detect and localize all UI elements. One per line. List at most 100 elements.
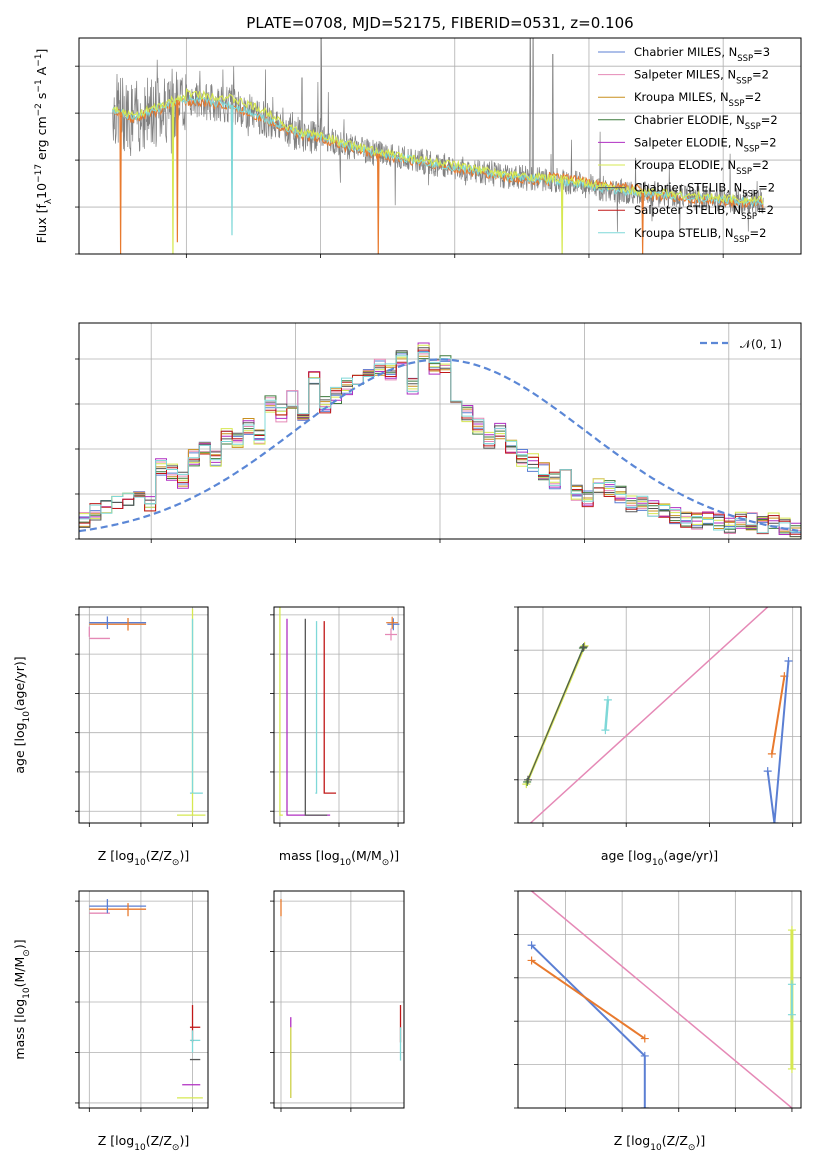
data-point: [523, 777, 532, 786]
legend-entry: Salpeter MILES, NSSP=2: [634, 68, 769, 87]
absorption-feature: [119, 112, 122, 254]
y-axis-label-part: 10: [34, 183, 49, 199]
y-axis-label-part: −1: [34, 79, 44, 92]
x-axis-label: mass [log10(M/M⊙)]: [279, 848, 399, 868]
data-point: [787, 1010, 796, 1019]
y-axis-label-part: )]: [12, 939, 27, 949]
panels: Flux [fλ10−17 erg cm−2 s−1 A−1] Chabrier …: [12, 37, 802, 1153]
legend-entry: Chabrier ELODIE, NSSP=2: [634, 113, 778, 132]
grid: [274, 607, 404, 823]
x-axis-label-part: )]: [179, 848, 189, 863]
x-axis-label-part: Z [log: [98, 848, 134, 863]
legend-suffix: =2: [760, 135, 777, 149]
grid: [518, 606, 801, 824]
weight-line: [531, 959, 646, 1040]
x-axis-label-part: ⊙: [172, 858, 180, 868]
x-axis-label-part: )]: [695, 1133, 705, 1148]
grid: [79, 607, 208, 823]
panel-massweight-vs-Z: Z [log10(Z/Z⊙)]: [514, 890, 802, 1153]
model-spectrum: [112, 87, 764, 205]
grid: [79, 891, 208, 1108]
legend-entry: Salpeter STELIB, NSSP=2: [634, 203, 774, 222]
grid: [518, 890, 801, 1109]
legend-subscript: SSP: [729, 99, 745, 109]
panel-mass-vs-ebv: [270, 890, 405, 1112]
legend-label: Salpeter STELIB, N: [634, 203, 741, 217]
data-point: [601, 726, 610, 735]
legend-suffix: =2: [761, 113, 778, 127]
legend-entry: Kroupa MILES, NSSP=2: [634, 90, 761, 109]
x-axis-label-part: ⊙: [688, 1143, 696, 1153]
data-point: [640, 1034, 649, 1043]
x-axis-label-part: )]: [179, 1133, 189, 1148]
x-axis-label-part: )]: [389, 848, 399, 863]
legend-subscript: SSP: [744, 144, 760, 154]
data-point: [580, 641, 589, 650]
legend-entry: Chabrier STELIB, NSSP=2: [634, 181, 775, 200]
x-axis-label-part: (M/M: [351, 848, 382, 863]
legend-suffix: =2: [752, 68, 769, 82]
x-axis-label: Z [log10(Z/Z⊙)]: [98, 848, 189, 868]
legend-suffix: =2: [757, 203, 774, 217]
panel-spectrum: Flux [fλ10−17 erg cm−2 s−1 A−1] Chabrier …: [34, 37, 802, 258]
x-axis-label-part: 10: [134, 858, 146, 868]
x-axis-label-part: ⊙: [382, 858, 390, 868]
grid: [274, 891, 404, 1108]
legend-label: Kroupa STELIB, N: [634, 226, 734, 240]
data-point: [770, 819, 779, 823]
absorption-feature: [176, 100, 179, 243]
y-axis-label-part: ]: [34, 49, 49, 54]
axes-frame: [78, 890, 209, 1109]
y-axis-label-part: λ: [44, 198, 54, 204]
data-point: [640, 1104, 649, 1108]
y-axis-label-part: (age/yr)]: [12, 656, 27, 711]
legend-entry: Chabrier MILES, NSSP=3: [634, 45, 770, 64]
data-point: [787, 926, 796, 935]
x-axis-label-part: Z [log: [98, 1133, 134, 1148]
plot-area: [522, 607, 793, 823]
y-axis-label: mass [log10(M/M⊙)]: [12, 939, 32, 1059]
x-axis-label-part: (Z/Z: [146, 848, 172, 863]
plot-area: [279, 607, 400, 816]
x-axis-label-part: (age/yr)]: [663, 848, 718, 863]
legend-suffix: =2: [744, 90, 761, 104]
legend-label: Kroupa ELODIE, N: [634, 158, 736, 172]
absorption-feature: [171, 102, 175, 254]
panel-massweight-vs-age: age [log10(age/yr)]: [514, 606, 802, 868]
axes-frame: [273, 890, 405, 1109]
data-point: [787, 980, 796, 989]
data-point: [527, 956, 536, 965]
data-point: [787, 1064, 796, 1073]
legend-subscript: SSP: [742, 190, 758, 200]
legend-subscript: SSP: [734, 235, 750, 245]
x-axis-label-part: (Z/Z: [662, 1133, 688, 1148]
axes-frame: [517, 890, 802, 1109]
plot-area: [88, 608, 206, 816]
legend-label: Salpeter MILES, N: [634, 68, 736, 82]
axes-frame: [78, 606, 209, 824]
y-axis-label-part: age [log: [12, 722, 27, 773]
legend-subscript: SSP: [736, 167, 752, 177]
legend-label: Kroupa MILES, N: [634, 90, 729, 104]
data-point: [784, 657, 793, 665]
legend-subscript: SSP: [741, 212, 757, 222]
normal-curve: [79, 358, 799, 533]
panel-residuals: 𝒩(0, 1): [75, 322, 802, 543]
legend-entry: Kroupa STELIB, NSSP=2: [634, 226, 766, 245]
data-point: [579, 642, 588, 651]
error-bar: [304, 618, 328, 816]
y-axis-label-part: −1: [34, 54, 44, 67]
absorption-feature: [560, 181, 564, 254]
plot-area: [79, 342, 801, 538]
axes-frame: [517, 606, 802, 824]
plot-area: [89, 899, 203, 1099]
data-point: [763, 767, 772, 776]
residual-histogram: [79, 351, 801, 534]
weight-line: [766, 660, 790, 823]
figure-title: PLATE=0708, MJD=52175, FIBERID=0531, z=0…: [246, 14, 633, 32]
error-bar: [323, 621, 337, 794]
legend-entry: 𝒩(0, 1): [740, 337, 782, 351]
legend-label: Chabrier STELIB, N: [634, 181, 742, 195]
